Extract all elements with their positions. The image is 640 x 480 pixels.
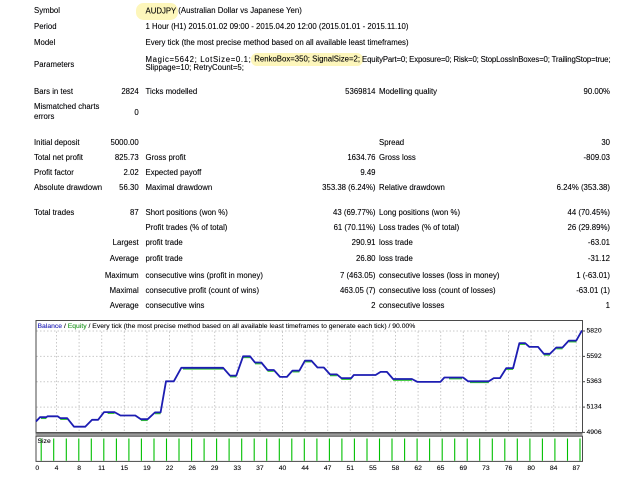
svg-text:55: 55 [369, 465, 377, 472]
svg-text:Balance / Equity / Every tick: Balance / Equity / Every tick (the most … [38, 323, 416, 330]
svg-text:4906: 4906 [587, 429, 602, 436]
svg-text:19: 19 [143, 465, 151, 472]
svg-text:44: 44 [301, 465, 309, 472]
svg-text:62: 62 [414, 465, 422, 472]
svg-text:Size: Size [38, 438, 51, 445]
svg-text:58: 58 [392, 465, 400, 472]
svg-text:5363: 5363 [587, 378, 602, 385]
svg-text:73: 73 [482, 465, 490, 472]
svg-text:69: 69 [460, 465, 468, 472]
svg-text:87: 87 [573, 465, 581, 472]
svg-text:4: 4 [55, 465, 59, 472]
svg-text:11: 11 [98, 465, 105, 472]
svg-text:5820: 5820 [587, 327, 602, 334]
svg-text:8: 8 [77, 465, 81, 472]
svg-text:51: 51 [347, 465, 355, 472]
svg-text:26: 26 [188, 465, 196, 472]
svg-text:0: 0 [35, 465, 39, 472]
svg-text:65: 65 [437, 465, 445, 472]
svg-text:15: 15 [121, 465, 129, 472]
svg-text:47: 47 [324, 465, 332, 472]
svg-text:5592: 5592 [587, 353, 602, 360]
svg-text:37: 37 [256, 465, 264, 472]
svg-text:5134: 5134 [587, 404, 602, 411]
svg-text:33: 33 [234, 465, 242, 472]
svg-text:84: 84 [550, 465, 558, 472]
svg-text:29: 29 [211, 465, 219, 472]
svg-text:80: 80 [527, 465, 535, 472]
svg-text:22: 22 [166, 465, 174, 472]
svg-text:40: 40 [279, 465, 287, 472]
svg-text:76: 76 [505, 465, 513, 472]
